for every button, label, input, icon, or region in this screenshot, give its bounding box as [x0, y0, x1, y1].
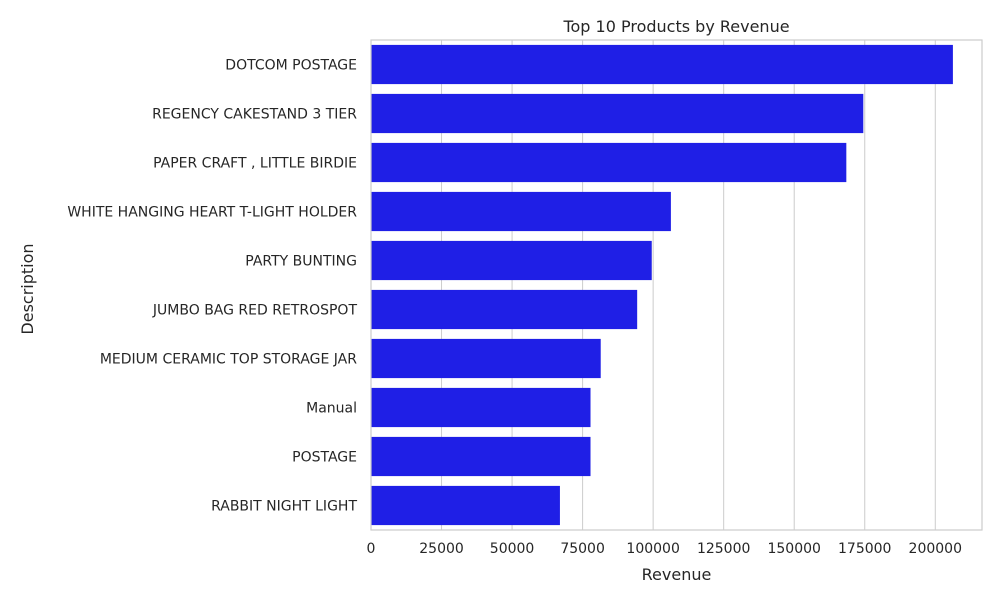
bar [371, 485, 560, 526]
chart-title: Top 10 Products by Revenue [562, 17, 789, 36]
bar [371, 338, 601, 379]
bar [371, 142, 847, 183]
y-tick-label: JUMBO BAG RED RETROSPOT [152, 303, 358, 319]
y-axis-label: Description [18, 243, 37, 334]
bar [371, 44, 953, 85]
bars [371, 44, 953, 526]
y-tick-label: POSTAGE [292, 450, 357, 466]
plot-border [370, 39, 983, 531]
bar [371, 289, 638, 330]
x-tick-label: 50000 [490, 541, 535, 557]
bar [371, 191, 671, 232]
x-tick-label: 200000 [909, 541, 962, 557]
bar [371, 436, 591, 477]
x-tick-label: 0 [367, 541, 376, 557]
bar [371, 93, 864, 134]
plot-frame [370, 39, 983, 531]
y-tick-label: DOTCOM POSTAGE [225, 58, 357, 74]
x-tick-labels: 0 25000 50000 75000 100000 125000 150000 175000… [367, 541, 962, 557]
x-tick-label: 150000 [767, 541, 820, 557]
y-tick-label: REGENCY CAKESTAND 3 TIER [152, 107, 357, 123]
y-tick-label: Manual [306, 401, 357, 417]
bar [371, 387, 591, 428]
x-tick-label: 100000 [626, 541, 679, 557]
y-tick-label: PAPER CRAFT , LITTLE BIRDIE [153, 156, 357, 172]
y-tick-labels: DOTCOM POSTAGE REGENCY CAKESTAND 3 TIER PA… [67, 58, 357, 515]
y-tick-label: RABBIT NIGHT LIGHT [211, 499, 357, 515]
x-tick-label: 25000 [419, 541, 464, 557]
y-tick-label: PARTY BUNTING [245, 254, 357, 270]
x-axis-label: Revenue [642, 565, 712, 584]
bar [371, 240, 652, 281]
y-tick-label: MEDIUM CERAMIC TOP STORAGE JAR [100, 352, 357, 368]
x-tick-label: 75000 [560, 541, 605, 557]
x-tick-label: 125000 [697, 541, 750, 557]
y-tick-label: WHITE HANGING HEART T-LIGHT HOLDER [67, 205, 357, 221]
x-tick-label: 175000 [838, 541, 891, 557]
